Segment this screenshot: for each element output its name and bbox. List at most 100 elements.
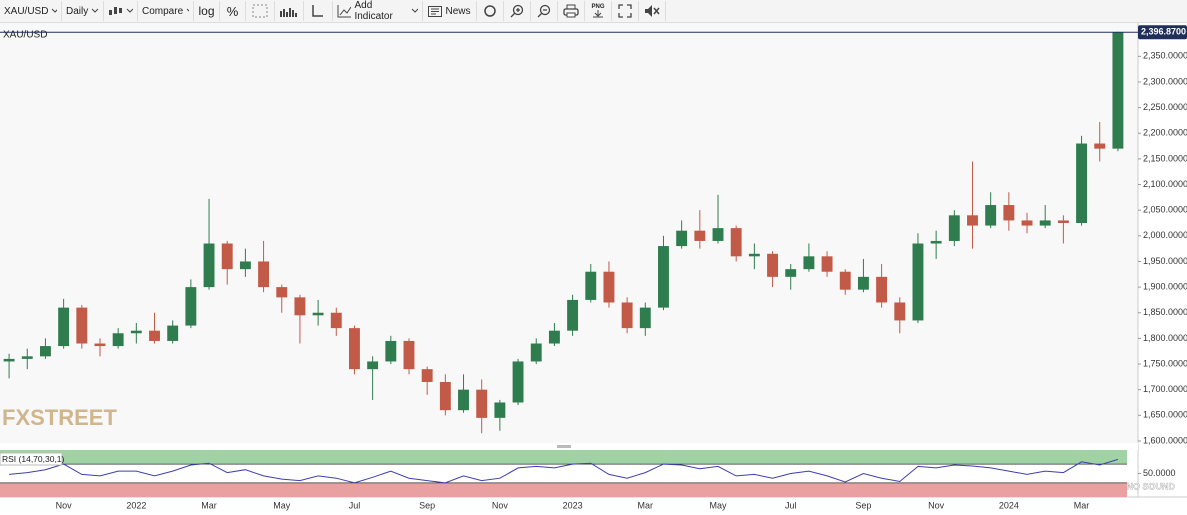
draw-button[interactable]: [304, 1, 333, 21]
candle-body: [312, 312, 324, 316]
candle-body: [367, 361, 379, 370]
print-button[interactable]: [558, 1, 585, 21]
add-indicator-button[interactable]: Add Indicator: [333, 0, 423, 22]
mute-button[interactable]: [639, 1, 666, 21]
candle-body: [603, 271, 615, 303]
x-tick-label: 2023: [563, 500, 583, 510]
interval-button[interactable]: Daily: [62, 1, 104, 21]
oversold-band: [0, 482, 1127, 497]
news-button[interactable]: News: [423, 1, 477, 21]
zoom-out-icon: [537, 4, 551, 18]
symbol-button[interactable]: XAU/USD: [0, 1, 62, 21]
candle-body: [258, 261, 270, 288]
caret-icon: [126, 8, 133, 13]
x-tick-label: Nov: [928, 500, 945, 510]
caret-icon: [411, 8, 418, 13]
y-tick-label: 1,600.0000: [1143, 435, 1187, 445]
candle-body: [385, 340, 397, 362]
last-price-tag: [1138, 25, 1187, 40]
x-tick-label: May: [273, 500, 291, 510]
candle-body: [58, 307, 70, 347]
chart-type-button[interactable]: [104, 1, 138, 21]
png: PNG: [591, 4, 605, 10]
candle-body: [694, 230, 706, 241]
add-indicator: Add Indicator: [354, 0, 393, 22]
candle-body: [112, 333, 124, 347]
candle-body: [548, 330, 560, 344]
overbought-band: [0, 450, 1127, 465]
line-tool-icon: [312, 5, 323, 17]
plot: 1,600.0000 1,650.0000 1,700.0000 1,750.0000…: [0, 25, 1187, 510]
candle-body: [876, 276, 888, 303]
percent-button[interactable]: %: [220, 1, 246, 21]
candle-body: [967, 215, 978, 226]
crosshair-button[interactable]: [246, 1, 275, 21]
log-button[interactable]: log: [194, 1, 220, 21]
y-tick-label: 50.0000: [1143, 468, 1176, 478]
compare-button[interactable]: Compare: [138, 1, 194, 21]
volume-button[interactable]: [275, 1, 304, 21]
crosshair-icon: [252, 4, 268, 18]
caret-icon: [186, 8, 189, 12]
x-tick-label: 2024: [999, 500, 1019, 510]
candle-body: [676, 230, 688, 247]
candle-body: [821, 256, 833, 272]
toolbar: XAU/USD Daily Compare log % Add Indicato…: [0, 0, 1187, 23]
chart: XAU/USD FXSTREET SINO SOUND 1,600.00001,…: [0, 23, 1187, 515]
png-button[interactable]: PNG: [585, 1, 612, 21]
corner-watermark: SINO SOUND: [1118, 481, 1176, 491]
candle-body: [458, 389, 469, 411]
fullscreen-button[interactable]: [612, 1, 639, 21]
zoom-in-button[interactable]: [504, 1, 531, 21]
splitter-handle: [557, 445, 571, 448]
print-icon: [563, 4, 579, 18]
mute-icon: [645, 5, 660, 17]
caret-icon: [91, 8, 99, 13]
candle-body: [3, 358, 15, 362]
zoom-out-button[interactable]: [531, 1, 558, 21]
symbol: XAU/USD: [4, 5, 49, 17]
y-tick-label: 2,150.0000: [1143, 153, 1187, 163]
log: log: [198, 4, 215, 18]
y-tick-label: 2,200.0000: [1143, 128, 1187, 138]
y-tick-label: 1,700.0000: [1143, 384, 1187, 394]
y-tick-label: 2,350.0000: [1143, 51, 1187, 61]
y-tick-label: 2,000.0000: [1143, 230, 1187, 240]
x-tick-label: Nov: [56, 500, 73, 510]
reset-button[interactable]: [477, 1, 504, 21]
candle-body: [185, 287, 197, 326]
candle-body: [403, 340, 415, 370]
candle-body: [930, 240, 942, 244]
watermark: FXSTREET: [2, 405, 117, 430]
candle-body: [421, 369, 433, 382]
chart-title: XAU/USD: [3, 30, 47, 41]
candle-body: [748, 253, 760, 257]
y-tick-label: 1,650.0000: [1143, 410, 1187, 420]
y-tick-label: 1,750.0000: [1143, 358, 1187, 368]
candle-body: [730, 228, 742, 257]
y-tick-label: 2,300.0000: [1143, 76, 1187, 86]
fullscreen-icon: [618, 4, 632, 18]
zoom-in-icon: [510, 4, 524, 18]
candle-body: [1112, 32, 1124, 149]
candle-body: [767, 253, 778, 277]
news-icon: [428, 5, 443, 17]
x-tick-label: 2022: [126, 500, 146, 510]
candle-body: [476, 389, 488, 418]
candle-body: [621, 302, 633, 329]
compare: Compare: [142, 5, 184, 17]
candle-body: [239, 261, 251, 270]
candle-body: [494, 402, 506, 418]
candle-body: [1076, 143, 1088, 223]
candle-body: [712, 228, 724, 241]
candle-body: [639, 307, 651, 329]
rsi-title: RSI (14,70,30,1): [2, 454, 65, 464]
x-tick-label: May: [710, 500, 728, 510]
y-tick-label: 1,950.0000: [1143, 256, 1187, 266]
candle-body: [276, 287, 288, 298]
candle-body: [1094, 143, 1106, 149]
y-tick-label: 1,850.0000: [1143, 307, 1187, 317]
candle-body: [221, 243, 233, 270]
candle-body: [1021, 220, 1033, 226]
